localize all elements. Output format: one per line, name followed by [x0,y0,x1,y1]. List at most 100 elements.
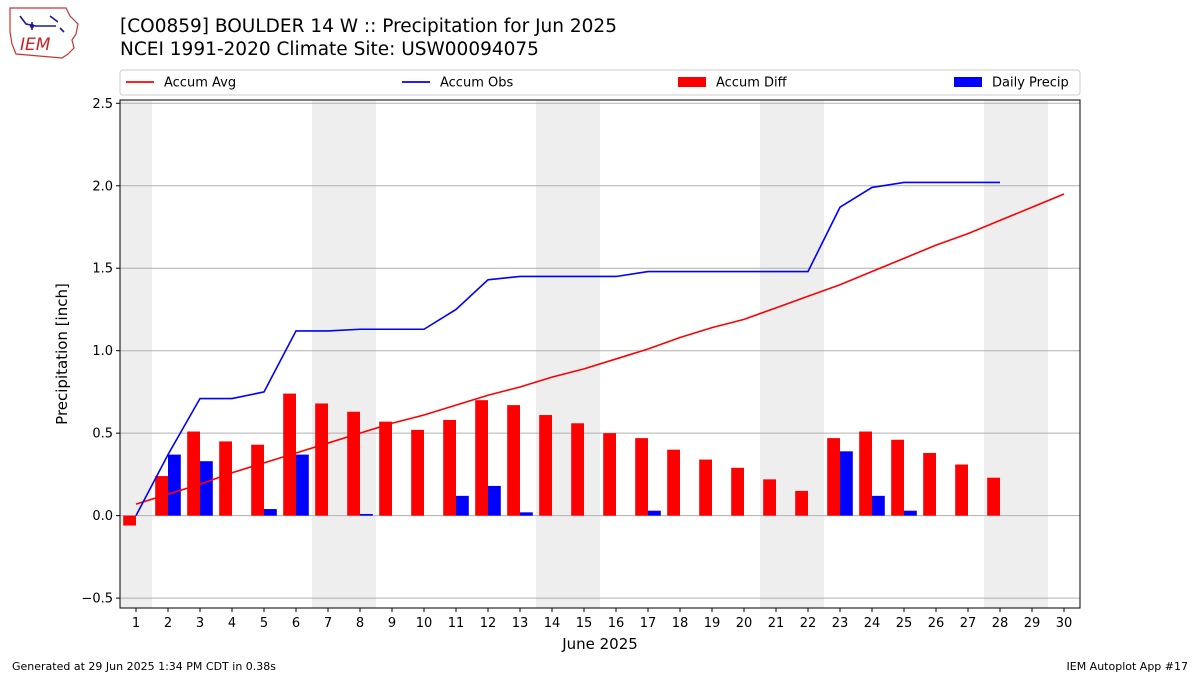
weekend-band [536,100,600,608]
x-tick-label: 12 [480,616,497,631]
x-tick-label: 24 [864,616,881,631]
daily-precip-bar [200,461,213,516]
daily-precip-bar [840,451,853,516]
accum-diff-bar [603,433,616,516]
accum-diff-bar [891,439,904,516]
weekend-band [312,100,376,608]
accum-diff-bar [667,449,680,516]
x-tick-label: 19 [704,616,721,631]
daily-precip-bar [456,495,469,516]
y-axis-ticks: −0.5 0.0 0.5 1.0 1.5 2.0 2.5 [81,97,120,607]
accum-diff-bar [411,429,424,516]
x-tick-label: 5 [260,616,268,631]
accum-diff-bar [379,421,392,516]
daily-precip-bars [168,451,917,516]
accum-diff-bar [635,438,648,516]
generated-timestamp: Generated at 29 Jun 2025 1:34 PM CDT in … [12,660,277,673]
x-tick-label: 9 [388,616,396,631]
accum-diff-bar [251,444,264,516]
x-tick-label: 14 [544,616,561,631]
x-tick-label: 15 [576,616,593,631]
y-tick-label: −0.5 [81,592,113,607]
legend-daily-precip-label: Daily Precip [992,76,1069,91]
accum-diff-bar [955,464,968,516]
legend-accum-avg-label: Accum Avg [164,76,236,91]
series-lines [135,181,1065,517]
accum-diff-bar [347,411,360,516]
accum-diff-bar [923,452,936,516]
y-axis-label: Precipitation [inch] [53,283,71,425]
x-tick-label: 27 [960,616,977,631]
accum-diff-bar [539,415,552,516]
x-axis-ticks: 1 2 3 4 5 6 7 8 9 10 11 12 13 14 15 16 17 18 19 20 21 22 23 24 2… [132,608,1072,631]
x-tick-label: 16 [608,616,625,631]
x-tick-label: 20 [736,616,753,631]
accum-diff-bar [315,403,328,516]
x-tick-label: 8 [356,616,364,631]
chart-title: [CO0859] BOULDER 14 W :: Precipitation f… [120,16,617,37]
y-tick-label: 1.0 [92,344,113,359]
accum-diff-bar [699,459,712,516]
x-tick-label: 11 [448,616,465,631]
x-tick-label: 13 [512,616,529,631]
legend-box [119,69,1081,96]
iowa-outline-icon [9,7,79,59]
accum-diff-bar [571,423,584,516]
x-tick-label: 29 [1024,616,1041,631]
x-tick-label: 10 [416,616,433,631]
iem-logo: IEM [9,7,79,59]
x-tick-label: 3 [196,616,204,631]
plot-frame [119,99,1081,609]
weekend-band [120,100,152,608]
x-tick-label: 22 [800,616,817,631]
legend-accum-diff-label: Accum Diff [716,76,788,91]
daily-precip-bar [872,495,885,516]
accum-diff-bar [731,467,744,516]
chart-subtitle: NCEI 1991-2020 Climate Site: USW00094075 [120,39,539,60]
daily-precip-bar [648,510,661,516]
daily-precip-bar [264,509,277,516]
accum-avg-line [135,193,1065,505]
weekend-band [760,100,824,608]
y-tick-label: 1.5 [92,262,113,277]
app-credit: IEM Autoplot App #17 [1066,660,1189,673]
daily-precip-bar [296,454,309,516]
y-tick-label: 2.0 [92,179,113,194]
daily-precip-bar [520,512,533,516]
weekend-shading [120,100,1048,608]
accum-diff-bar [507,405,520,516]
accum-diff-bar [859,431,872,516]
x-tick-label: 30 [1056,616,1073,631]
accum-diff-bar [219,441,232,516]
x-tick-label: 17 [640,616,657,631]
legend-accum-obs-label: Accum Obs [440,76,513,91]
x-tick-label: 18 [672,616,689,631]
x-tick-label: 23 [832,616,849,631]
accum-obs-line [135,181,1000,517]
x-tick-label: 26 [928,616,945,631]
x-tick-label: 6 [292,616,300,631]
daily-precip-bar [168,454,181,516]
legend: Accum Avg Accum Obs Accum Diff Daily Precip [119,69,1081,96]
accum-diff-bar [123,515,136,526]
accum-diff-bar [443,419,456,516]
legend-daily-precip-swatch [954,77,982,87]
grid-lines [120,102,1080,599]
accum-diff-bar [795,490,808,516]
daily-precip-bar [904,510,917,516]
accum-diff-bar [475,400,488,516]
accum-diff-bar [763,479,776,516]
y-tick-label: 0.0 [92,509,113,524]
daily-precip-bar [360,513,373,516]
x-axis-label: June 2025 [561,635,638,653]
weekend-band [984,100,1048,608]
daily-precip-bar [488,485,501,516]
x-tick-label: 1 [132,616,140,631]
accum-diff-bar [187,431,200,516]
legend-accum-diff-swatch [678,77,706,87]
y-tick-label: 2.5 [92,97,113,112]
x-tick-label: 4 [228,616,236,631]
accum-diff-bar [827,438,840,516]
x-tick-label: 21 [768,616,785,631]
